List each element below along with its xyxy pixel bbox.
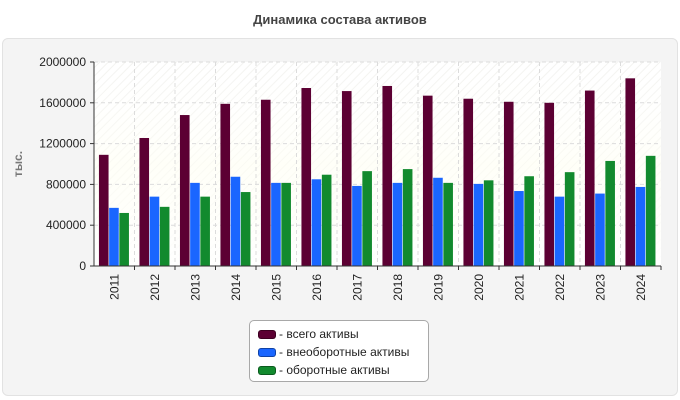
bar-2016-series-2 [321,174,332,266]
x-tick-label: 2012 [148,274,162,301]
x-tick-label: 2023 [593,274,607,301]
bar-2024-series-0 [625,78,636,266]
bar-2012-series-0 [139,137,150,266]
bar-2023-series-1 [595,193,605,266]
bar-2018-series-1 [392,182,403,266]
bar-2017-series-0 [341,91,352,266]
legend-swatch-noncurrent [258,347,276,357]
x-tick-label: 2013 [188,274,202,301]
y-tick-label: 1600000 [39,96,86,110]
bar-2013-series-2 [200,196,210,266]
chart-title: Динамика состава активов [253,12,427,27]
bar-2011-series-2 [119,212,129,266]
bar-2014-series-1 [230,176,241,266]
bar-2021-series-2 [524,176,534,266]
y-tick-label: 800000 [46,177,86,191]
legend-item-total: - всего активы [258,325,428,343]
bar-2011-series-0 [98,154,109,266]
x-tick-label: 2016 [310,274,324,301]
bar-2013-series-1 [190,182,200,266]
legend-label-noncurrent: - внеоборотные активы [279,345,410,359]
x-tick-label: 2022 [553,274,567,301]
bar-2020-series-0 [463,98,474,266]
x-tick-label: 2017 [350,274,364,301]
y-tick-label: 0 [79,259,86,273]
bar-2016-series-0 [301,88,312,266]
bar-2023-series-2 [605,160,615,266]
bar-2013-series-0 [179,115,190,266]
bar-2022-series-0 [544,102,555,266]
bar-2021-series-0 [503,101,514,266]
legend-item-noncurrent: - внеоборотные активы [258,343,428,361]
x-tick-label: 2018 [391,274,405,301]
bar-2012-series-1 [149,196,160,266]
x-tick-label: 2019 [431,274,445,301]
bar-2020-series-2 [483,180,494,266]
legend-label-total: - всего активы [279,327,359,341]
x-tick-label: 2015 [269,274,283,301]
y-tick-label: 2000000 [39,55,86,69]
legend-item-current: - оборотные активы [258,361,428,379]
bar-2014-series-2 [240,192,251,266]
bar-2019-series-1 [433,177,443,266]
bar-2019-series-0 [422,95,433,266]
bar-2020-series-1 [473,183,484,266]
bar-2014-series-0 [220,103,231,266]
y-axis-label: тыс. [11,151,25,177]
legend-swatch-current [258,365,276,375]
x-tick-label: 2014 [229,274,243,301]
bar-2019-series-2 [443,182,453,266]
bar-2018-series-0 [382,85,393,266]
x-tick-label: 2021 [512,274,526,301]
x-tick-label: 2020 [472,274,486,301]
legend-swatch-total [258,329,276,339]
bar-2011-series-1 [109,207,119,266]
bar-2015-series-0 [260,99,271,267]
bar-2024-series-2 [645,155,656,266]
bar-2021-series-1 [514,191,524,266]
chart-legend: - всего активы - внеоборотные активы - о… [249,320,429,382]
bar-2015-series-1 [271,182,281,266]
bar-2016-series-1 [311,179,322,266]
y-tick-label: 400000 [46,218,86,232]
x-tick-label: 2024 [634,274,648,301]
x-tick-label: 2011 [107,274,121,300]
y-tick-label: 1200000 [39,137,86,151]
legend-label-current: - оборотные активы [279,363,390,377]
bar-2012-series-2 [159,206,170,266]
bar-2022-series-1 [554,196,565,266]
bar-2024-series-1 [635,186,646,266]
bar-2022-series-2 [564,172,575,266]
bar-2023-series-0 [584,90,595,266]
bar-2018-series-2 [402,169,413,266]
bar-2017-series-2 [362,171,372,266]
bar-2015-series-2 [281,182,291,266]
bar-2017-series-1 [352,185,362,266]
